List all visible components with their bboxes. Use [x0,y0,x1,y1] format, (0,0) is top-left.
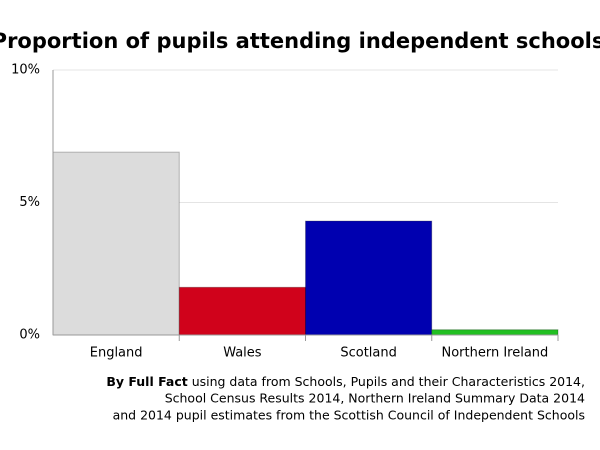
chart-title: Proportion of pupils attending independe… [0,29,600,53]
bar [52,151,180,336]
source-line: and 2014 pupil estimates from the Scotti… [113,408,585,423]
y-tick-label: 0% [19,328,40,343]
bar [431,329,559,336]
y-tick-label: 10% [11,63,40,78]
x-tick-label: Northern Ireland [441,346,548,361]
bar [178,286,306,336]
source-line: School Census Results 2014, Northern Ire… [165,391,585,406]
bar [305,220,433,336]
x-tick-label: England [90,346,143,361]
y-tick-label: 5% [19,195,40,210]
source-text: using data from Schools, Pupils and thei… [192,374,585,389]
source-line: By Full Fact using data from Schools, Pu… [106,374,585,389]
x-tick-label: Wales [223,346,262,361]
source-author: By Full Fact [106,374,187,389]
x-tick-label: Scotland [340,346,397,361]
